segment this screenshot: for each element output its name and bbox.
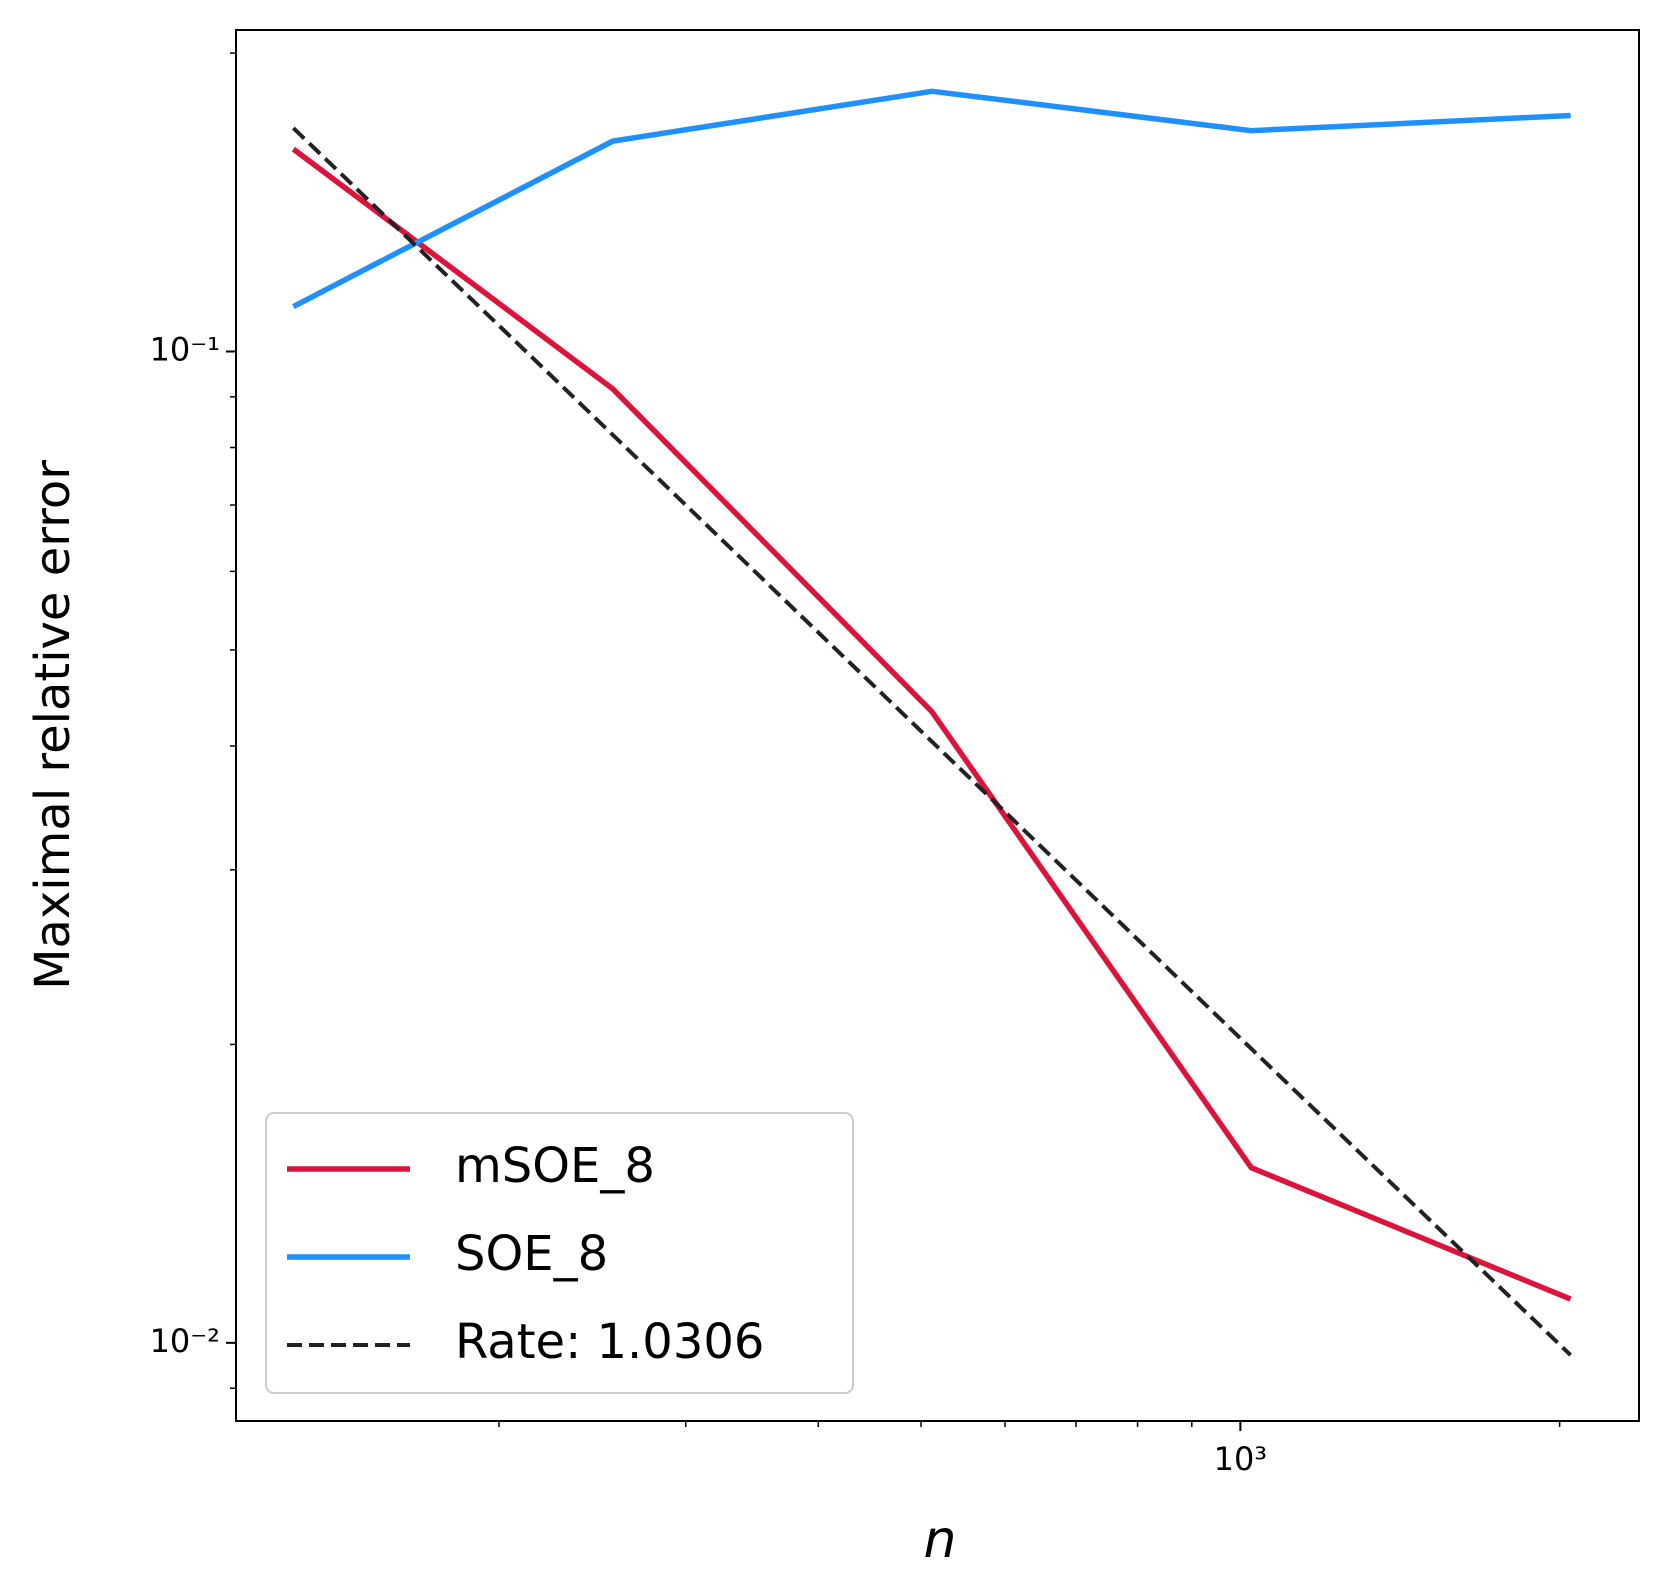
- y-tick-label: 10⁻²: [150, 1322, 220, 1360]
- y-tick-label: 10⁻¹: [150, 330, 220, 368]
- legend-label: mSOE_8: [455, 1138, 655, 1194]
- legend-box: [265, 1112, 854, 1394]
- x-tick-label: 10³: [1214, 1440, 1268, 1478]
- y-axis-label: Maximal relative error: [25, 460, 81, 990]
- x-axis-label: n: [924, 1510, 957, 1570]
- plot-frame: [235, 29, 1640, 1422]
- series-line: [291, 146, 1572, 1302]
- series-line: [292, 88, 1571, 309]
- series-line: [292, 126, 1572, 1357]
- legend-label: Rate: 1.0306: [455, 1314, 764, 1370]
- legend-label: SOE_8: [455, 1226, 608, 1282]
